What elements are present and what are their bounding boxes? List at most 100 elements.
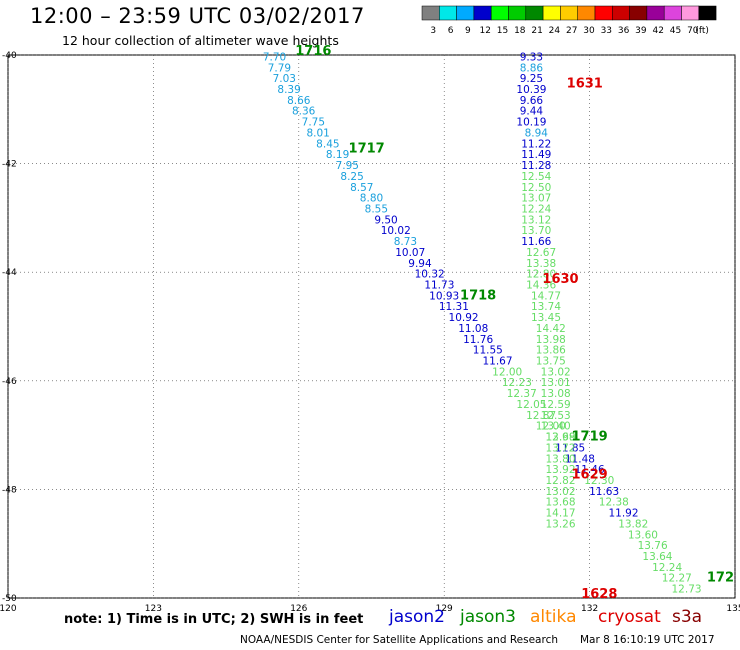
wave-height-label: 12.87: [526, 410, 556, 422]
wave-height-label: 13.92: [545, 464, 575, 476]
time-label: 1628: [581, 587, 617, 602]
wave-height-label: 12.23: [502, 377, 532, 389]
wave-height-label: 12.80: [526, 269, 556, 281]
wave-height-label: 13.75: [536, 356, 566, 368]
wave-height-label: 9.33: [520, 51, 543, 63]
legend-s3a: s3a: [672, 607, 703, 627]
legend-bin-label: 24: [549, 26, 561, 36]
wave-height-label: 13.38: [526, 258, 556, 270]
wave-height-label: 13.08: [541, 388, 571, 400]
wave-height-label: 13.68: [545, 497, 575, 509]
legend-altika: altika: [530, 607, 577, 627]
time-label: 172: [707, 571, 734, 586]
footer-timestamp: Mar 8 16:10:19 UTC 2017: [580, 634, 715, 646]
legend-bin: [698, 5, 717, 21]
wave-height-label: 11.66: [521, 236, 551, 248]
wave-height-label: 14.77: [531, 290, 561, 302]
y-tick-label: -42: [2, 160, 17, 170]
wave-height-label: 13.80: [545, 453, 575, 465]
wave-height-label: 13.64: [642, 551, 672, 563]
wave-height-label: 8.86: [520, 62, 544, 74]
wave-height-label: 12.82: [545, 475, 575, 487]
wave-height-label: 13.76: [638, 540, 668, 552]
wave-height-label: 12.05: [516, 399, 546, 411]
y-tick-label: -48: [2, 485, 17, 495]
legend-jason3: jason3: [460, 607, 516, 627]
legend-bin-label: 42: [652, 26, 663, 36]
wave-height-label: 14.42: [536, 323, 566, 335]
footer-note: note: 1) Time is in UTC; 2) SWH is in fe…: [64, 612, 364, 627]
wave-height-label: 9.50: [374, 214, 397, 226]
time-label: 1629: [572, 468, 608, 483]
chart-subtitle: 12 hour collection of altimeter wave hei…: [62, 33, 339, 48]
legend-bin-label: 9: [465, 26, 471, 36]
wave-height-label: 13.74: [531, 301, 561, 313]
legend-bin-label: 18: [514, 26, 526, 36]
wave-height-label: 13.60: [628, 529, 658, 541]
wave-height-label: 12.30: [584, 475, 614, 487]
wave-height-label: 10.19: [516, 117, 546, 129]
legend-bin-label: 39: [635, 26, 647, 36]
altimeter-chart: 120 123 126 129 132 135 -40 -42 -44 -46 -48 -50 7.70…: [0, 44, 740, 614]
wave-height-label: 12.73: [672, 584, 702, 596]
wave-height-label: 11.08: [458, 323, 488, 335]
wave-height-label: 12.00: [492, 366, 522, 378]
wave-height-label: 8.19: [326, 149, 349, 161]
wave-height-label: 14.36: [526, 279, 556, 291]
wave-height-label: 8.55: [365, 203, 388, 215]
wave-height-label: 8.01: [306, 127, 329, 139]
wave-height-label: 12.67: [526, 247, 556, 259]
wave-height-label: 11.85: [555, 442, 585, 454]
x-tick-label: 123: [145, 604, 162, 614]
wave-height-label: 8.39: [277, 84, 300, 96]
wave-height-label: 12.24: [521, 203, 551, 215]
legend-bin-label: 6: [448, 26, 454, 36]
plot-frame: [7, 54, 736, 599]
wave-height-label: 13.72: [545, 442, 575, 454]
wave-height-label: 13.02: [545, 486, 575, 498]
legend-bin-label: 3: [430, 26, 436, 36]
wave-height-label: 12.24: [652, 562, 682, 574]
wave-height-label: 11.48: [565, 453, 595, 465]
wave-height-label: 9.25: [520, 73, 543, 85]
legend-unit: (ft): [695, 26, 709, 36]
wave-height-label: 7.75: [302, 117, 325, 129]
time-label: 1718: [460, 288, 496, 303]
x-tick-label: 132: [581, 604, 598, 614]
wave-height-label: 9.44: [520, 106, 544, 118]
wave-height-label: 8.45: [316, 138, 339, 150]
wave-height-label: 8.57: [350, 182, 373, 194]
chart-title: 12:00 – 23:59 UTC 03/02/2017: [30, 4, 365, 28]
wave-height-label: 10.92: [449, 312, 479, 324]
wave-height-label: 11.22: [521, 138, 551, 150]
wave-height-label: 13.68: [545, 432, 575, 444]
wave-height-label: 13.07: [521, 193, 551, 205]
y-tick-label: -44: [2, 268, 17, 278]
wave-height-label: 12.59: [541, 399, 571, 411]
legend-bin-label: 45: [670, 26, 681, 36]
legend-bin-label: 27: [566, 26, 577, 36]
wave-height-label: 11.76: [463, 334, 493, 346]
wave-height-label: 9.94: [408, 258, 432, 270]
legend-bin-label: 15: [497, 26, 508, 36]
footer-credit: NOAA/NESDIS Center for Satellite Applica…: [240, 634, 558, 646]
legend-bin-label: 36: [618, 26, 630, 36]
wave-height-label: 11.46: [575, 464, 605, 476]
wave-height-label: 13.98: [536, 334, 566, 346]
time-label: 1630: [542, 272, 578, 287]
wave-height-label: 9.66: [520, 95, 544, 107]
wave-height-label: 12.37: [507, 388, 537, 400]
time-label: 1717: [349, 142, 385, 157]
legend-bin-label: 12: [479, 26, 490, 36]
wave-height-label: 8.25: [340, 171, 363, 183]
wave-height-label: 11.55: [473, 345, 503, 357]
wave-height-label: 13.70: [521, 225, 551, 237]
wave-height-label: 12.38: [599, 497, 629, 509]
wave-height-label: 7.03: [273, 73, 296, 85]
x-tick-label: 129: [436, 604, 453, 614]
wave-height-label: 7.95: [336, 160, 359, 172]
time-label: 1631: [567, 77, 603, 92]
legend-cryosat: cryosat: [598, 607, 661, 627]
wave-height-label: 8.94: [525, 127, 549, 139]
wave-height-label: 11.63: [589, 486, 619, 498]
